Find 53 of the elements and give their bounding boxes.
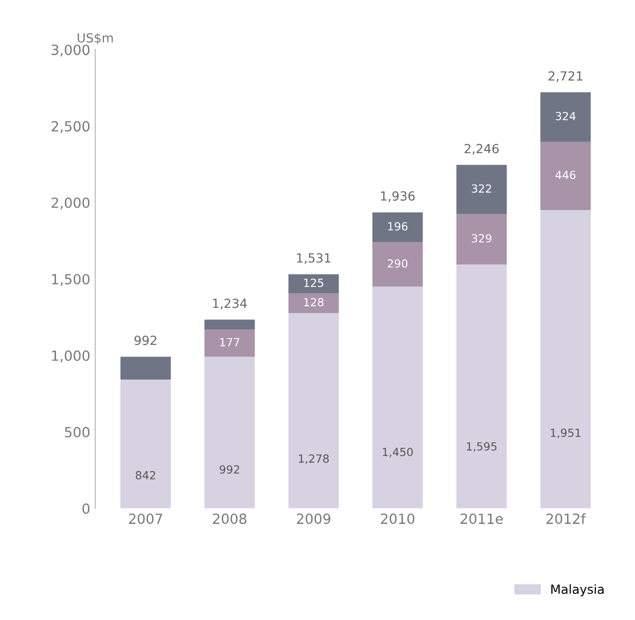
bar	[288, 312, 339, 508]
y-tick-label: 1,500	[52, 274, 90, 286]
total-label: 2,246	[464, 144, 499, 155]
bar	[288, 274, 339, 294]
bar	[204, 356, 255, 508]
legend-label: Malaysia	[551, 584, 604, 596]
data-label: 1,595	[466, 442, 497, 452]
total-label: 1,936	[381, 191, 415, 202]
bar	[456, 264, 507, 508]
x-tick-label: 2011e	[460, 514, 503, 524]
bar	[372, 212, 423, 242]
data-label: 290	[388, 259, 408, 268]
data-label: 322	[472, 184, 492, 193]
data-label: 128	[304, 298, 324, 306]
data-label: 177	[220, 338, 240, 346]
bar	[540, 142, 591, 210]
data-label: 329	[472, 234, 492, 243]
y-tick-label: 2,500	[52, 121, 90, 133]
x-tick-label: 2009	[296, 514, 330, 524]
x-tick-label: 2008	[212, 514, 246, 524]
bar	[372, 242, 423, 287]
x-tick-label: 2007	[128, 514, 162, 524]
total-label: 992	[134, 336, 156, 346]
bar	[204, 320, 255, 330]
bar	[540, 92, 591, 142]
data-label: 1,450	[382, 448, 413, 458]
y-tick-label: 3,000	[52, 44, 90, 56]
data-label: 992	[220, 465, 240, 474]
bar	[456, 214, 507, 264]
x-tick-label: 2012f	[546, 513, 586, 524]
y-axis-title: US$m	[78, 32, 113, 44]
bar	[540, 210, 591, 508]
data-label: 1,951	[550, 428, 580, 438]
data-label: 196	[388, 222, 408, 231]
data-label: 842	[136, 471, 156, 480]
y-tick-label: 2,000	[52, 198, 90, 210]
bar	[204, 330, 255, 357]
total-label: 1,234	[213, 298, 247, 310]
total-label: 1,531	[297, 253, 330, 264]
bar	[288, 293, 339, 313]
y-tick-label: 500	[64, 426, 90, 438]
data-label: 324	[556, 112, 576, 120]
bar	[372, 286, 423, 508]
bar	[120, 356, 171, 380]
data-label: 125	[304, 278, 324, 288]
x-tick-label: 2010	[380, 514, 414, 524]
y-tick-label: 1,000	[52, 350, 90, 362]
bar	[120, 380, 171, 508]
data-label: 446	[556, 170, 576, 180]
total-label: 2,721	[548, 71, 582, 82]
y-tick-label: 0	[82, 503, 90, 514]
data-label: 1,278	[298, 454, 329, 464]
bar	[456, 164, 507, 214]
